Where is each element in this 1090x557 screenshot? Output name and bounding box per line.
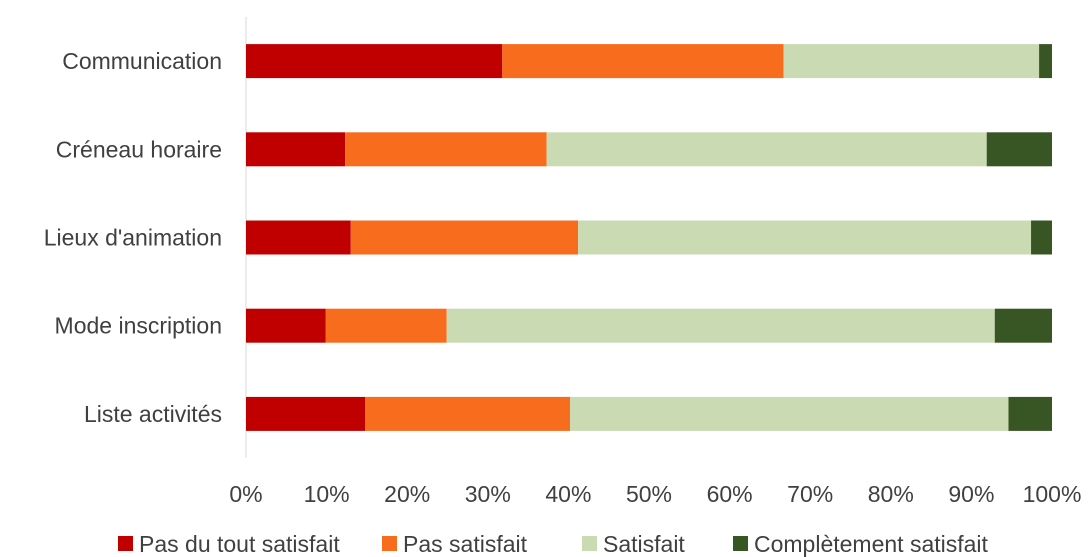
bar-segment	[1039, 44, 1052, 79]
bar-segment	[325, 308, 447, 343]
bar-segment	[986, 132, 1052, 167]
category-label: Mode inscription	[55, 313, 222, 339]
bar-segment	[246, 308, 326, 343]
bar-segment	[1008, 396, 1052, 431]
bar-segment	[246, 220, 351, 255]
category-label: Communication	[62, 48, 222, 74]
x-tick-label: 20%	[384, 481, 430, 507]
bar-segment	[365, 396, 571, 431]
x-tick-label: 80%	[868, 481, 914, 507]
x-tick-label: 90%	[948, 481, 994, 507]
legend-swatch	[382, 536, 397, 551]
bar-segment	[570, 396, 1009, 431]
bar-segment	[502, 44, 784, 79]
x-tick-label: 30%	[465, 481, 511, 507]
x-tick-label: 50%	[626, 481, 672, 507]
category-label: Liste activités	[84, 401, 222, 427]
bar-segment	[546, 132, 987, 167]
bar-segment	[1031, 220, 1052, 255]
category-labels: Communication Créneau horaire Lieux d'anim…	[44, 48, 222, 427]
bar-segment	[783, 44, 1040, 79]
bar-segment	[350, 220, 579, 255]
bar-segment	[246, 44, 503, 79]
category-label: Créneau horaire	[56, 136, 222, 162]
x-tick-label: 70%	[787, 481, 833, 507]
legend-swatch	[733, 536, 748, 551]
x-tick-label: 60%	[707, 481, 753, 507]
x-tick-label: 40%	[545, 481, 591, 507]
x-tick-label: 10%	[304, 481, 350, 507]
legend-swatch	[582, 536, 597, 551]
category-label: Lieux d'animation	[44, 225, 222, 251]
bar-segment	[246, 396, 366, 431]
x-tick-labels: 0% 10% 20% 30% 40% 50% 60% 70% 80% 90% 100%	[229, 481, 1081, 507]
bar-segment	[446, 308, 995, 343]
legend-label: Complètement satisfait	[754, 531, 989, 557]
x-tick-label: 100%	[1023, 481, 1082, 507]
bars-layer	[246, 44, 1052, 431]
x-tick-label: 0%	[229, 481, 262, 507]
legend: Pas du tout satisfait Pas satisfait Satisf…	[118, 531, 989, 557]
legend-label: Pas du tout satisfait	[139, 531, 340, 557]
bar-segment	[246, 132, 346, 167]
bar-segment	[994, 308, 1052, 343]
bar-segment	[345, 132, 547, 167]
bar-segment	[578, 220, 1032, 255]
legend-label: Satisfait	[603, 531, 685, 557]
legend-label: Pas satisfait	[403, 531, 528, 557]
legend-swatch	[118, 536, 133, 551]
